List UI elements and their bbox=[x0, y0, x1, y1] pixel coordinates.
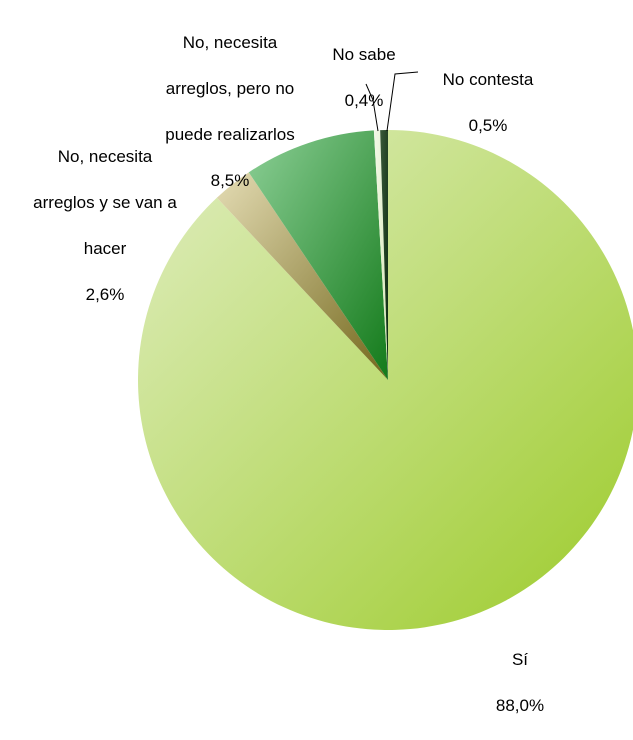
pie-slice-no-contesta bbox=[380, 129, 388, 380]
label-arreglos-hacer: No, necesita arreglos y se van a hacer 2… bbox=[33, 147, 177, 304]
label-no-sabe: No sabe 0,4% bbox=[332, 45, 396, 110]
pie-slice-sí bbox=[138, 130, 633, 630]
pie-slice-no-necesita-arreglos-y-se-van-a-hacer bbox=[216, 172, 388, 380]
pie-slice-no-sabe bbox=[373, 130, 388, 380]
pie-slice-no-necesita-arreglos-pero-no-puede-realizarlos bbox=[248, 130, 388, 380]
leader-line-no-contesta bbox=[386, 71, 419, 132]
label-no-contesta: No contesta 0,5% bbox=[442, 70, 534, 135]
leader-line-no-sabe bbox=[365, 83, 379, 132]
pie-chart-svg bbox=[138, 71, 633, 630]
label-arreglos-no: No, necesita arreglos, pero no puede rea… bbox=[165, 33, 295, 190]
pie-chart: No, necesita arreglos, pero no puede rea… bbox=[33, 33, 633, 715]
label-si: Sí 88,0% bbox=[495, 650, 545, 715]
